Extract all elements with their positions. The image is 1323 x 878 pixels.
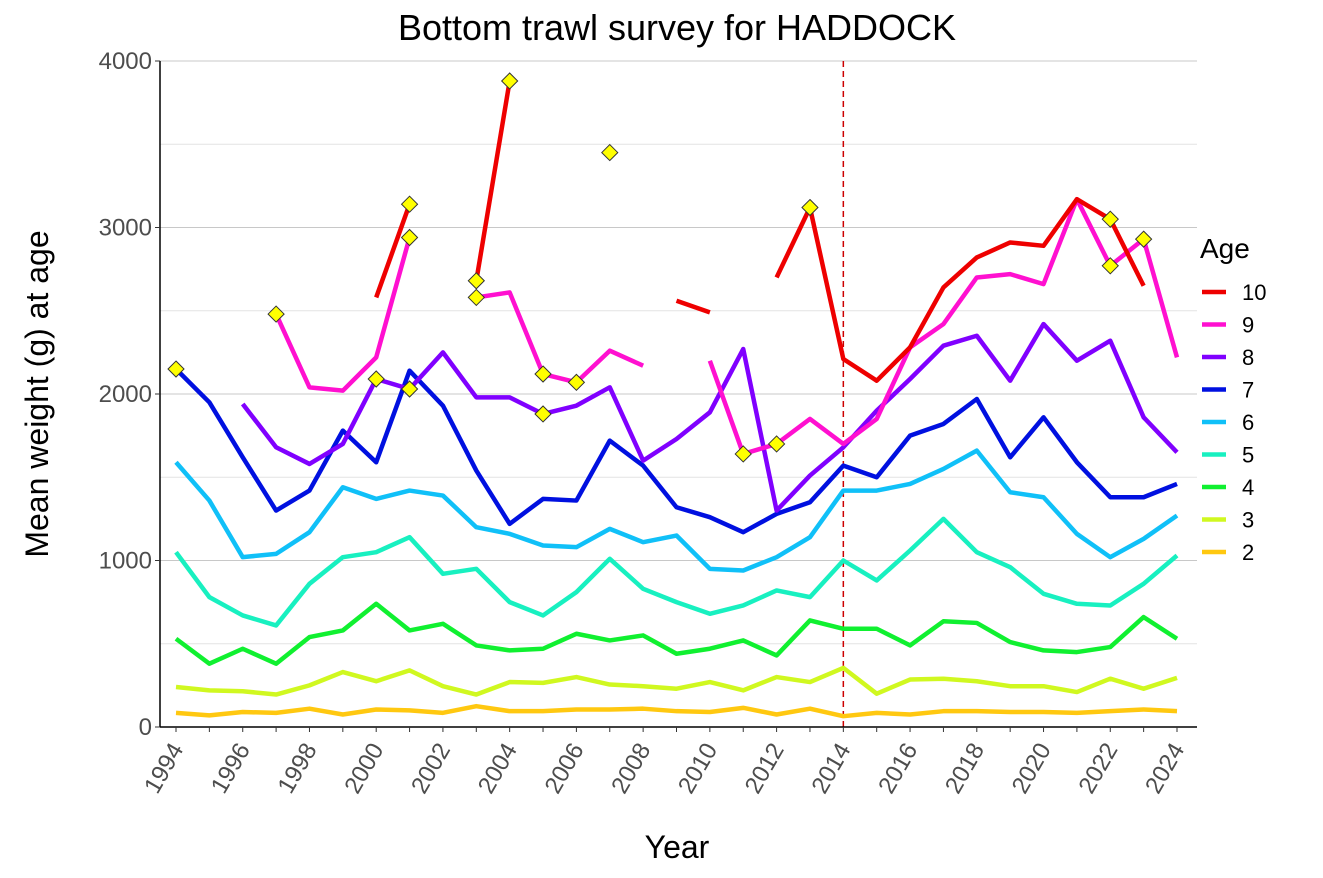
x-tick-label: 2002 [406,739,456,799]
diamond-marker [801,198,819,217]
x-tick-label: 1996 [206,739,256,799]
diamond-marker [167,360,185,378]
legend-label: 8 [1242,345,1254,370]
diamond-marker [1134,230,1153,248]
series-line-age-6 [174,448,1179,573]
x-tick-label: 2006 [540,739,590,799]
legend-label: 6 [1242,410,1254,435]
legend-label: 9 [1242,313,1254,338]
diamond-marker [400,195,419,213]
x-tick-label: 2010 [673,739,723,799]
diamond-marker [267,305,285,323]
x-tick-label: 2018 [940,739,990,799]
diamond-marker [400,380,419,398]
series-line-age-5 [174,516,1179,628]
legend-label: 2 [1242,540,1254,565]
x-tick-label: 2008 [606,739,656,799]
x-tick-label: 2024 [1140,739,1190,799]
legend-label: 5 [1242,443,1254,468]
x-tick-label: 2000 [339,739,389,799]
series-line-age-4 [174,601,1179,666]
y-tick-label: 1000 [99,548,152,575]
legend-label: 4 [1242,475,1254,500]
diamond-marker [1101,257,1119,275]
diamond-marker [534,365,552,383]
x-tick-label: 2020 [1007,739,1057,799]
y-tick-label: 3000 [99,215,152,242]
x-tick-label: 1994 [139,739,189,799]
x-tick-label: 2004 [473,739,523,799]
x-tick-label: 1998 [273,739,323,799]
series-line-age-10 [374,203,412,299]
x-tick-label: 2012 [740,739,790,799]
chart-title: Bottom trawl survey for HADDOCK [398,7,956,48]
diamond-marker [1101,210,1119,228]
y-tick-label: 4000 [99,48,152,75]
diamond-marker [567,373,586,392]
diamond-marker [467,272,486,290]
y-tick-label: 2000 [99,381,152,408]
series-line-age-10 [675,298,711,315]
diamond-marker [467,288,486,307]
x-tick-label: 2014 [806,739,856,799]
series-line-age-7 [174,367,1178,535]
series-line-age-10 [774,196,1146,383]
series-line-age-2 [175,703,1178,719]
series-line-age-9 [707,196,1180,457]
y-axis-label: Mean weight (g) at age [19,230,55,557]
legend-title: Age [1200,233,1250,264]
y-tick-label: 0 [139,714,152,741]
diamond-marker [601,143,619,162]
x-axis-label: Year [645,829,710,865]
series-line-age-10 [474,80,512,282]
x-tick-label: 2022 [1073,739,1123,799]
x-tick-label: 2016 [873,739,923,799]
diamond-marker [500,72,519,90]
diamond-marker [534,405,552,423]
diamond-marker [767,435,786,453]
diamond-marker [734,445,752,463]
legend-label: 7 [1242,378,1254,403]
diamond-marker [367,370,385,388]
series-line-age-3 [175,665,1178,697]
series-line-age-9 [475,290,645,385]
series-line-age-8 [240,321,1179,513]
legend-label: 3 [1242,508,1254,533]
series-line-age-9 [274,236,412,393]
legend-label: 10 [1242,280,1266,305]
diamond-marker [400,228,419,247]
